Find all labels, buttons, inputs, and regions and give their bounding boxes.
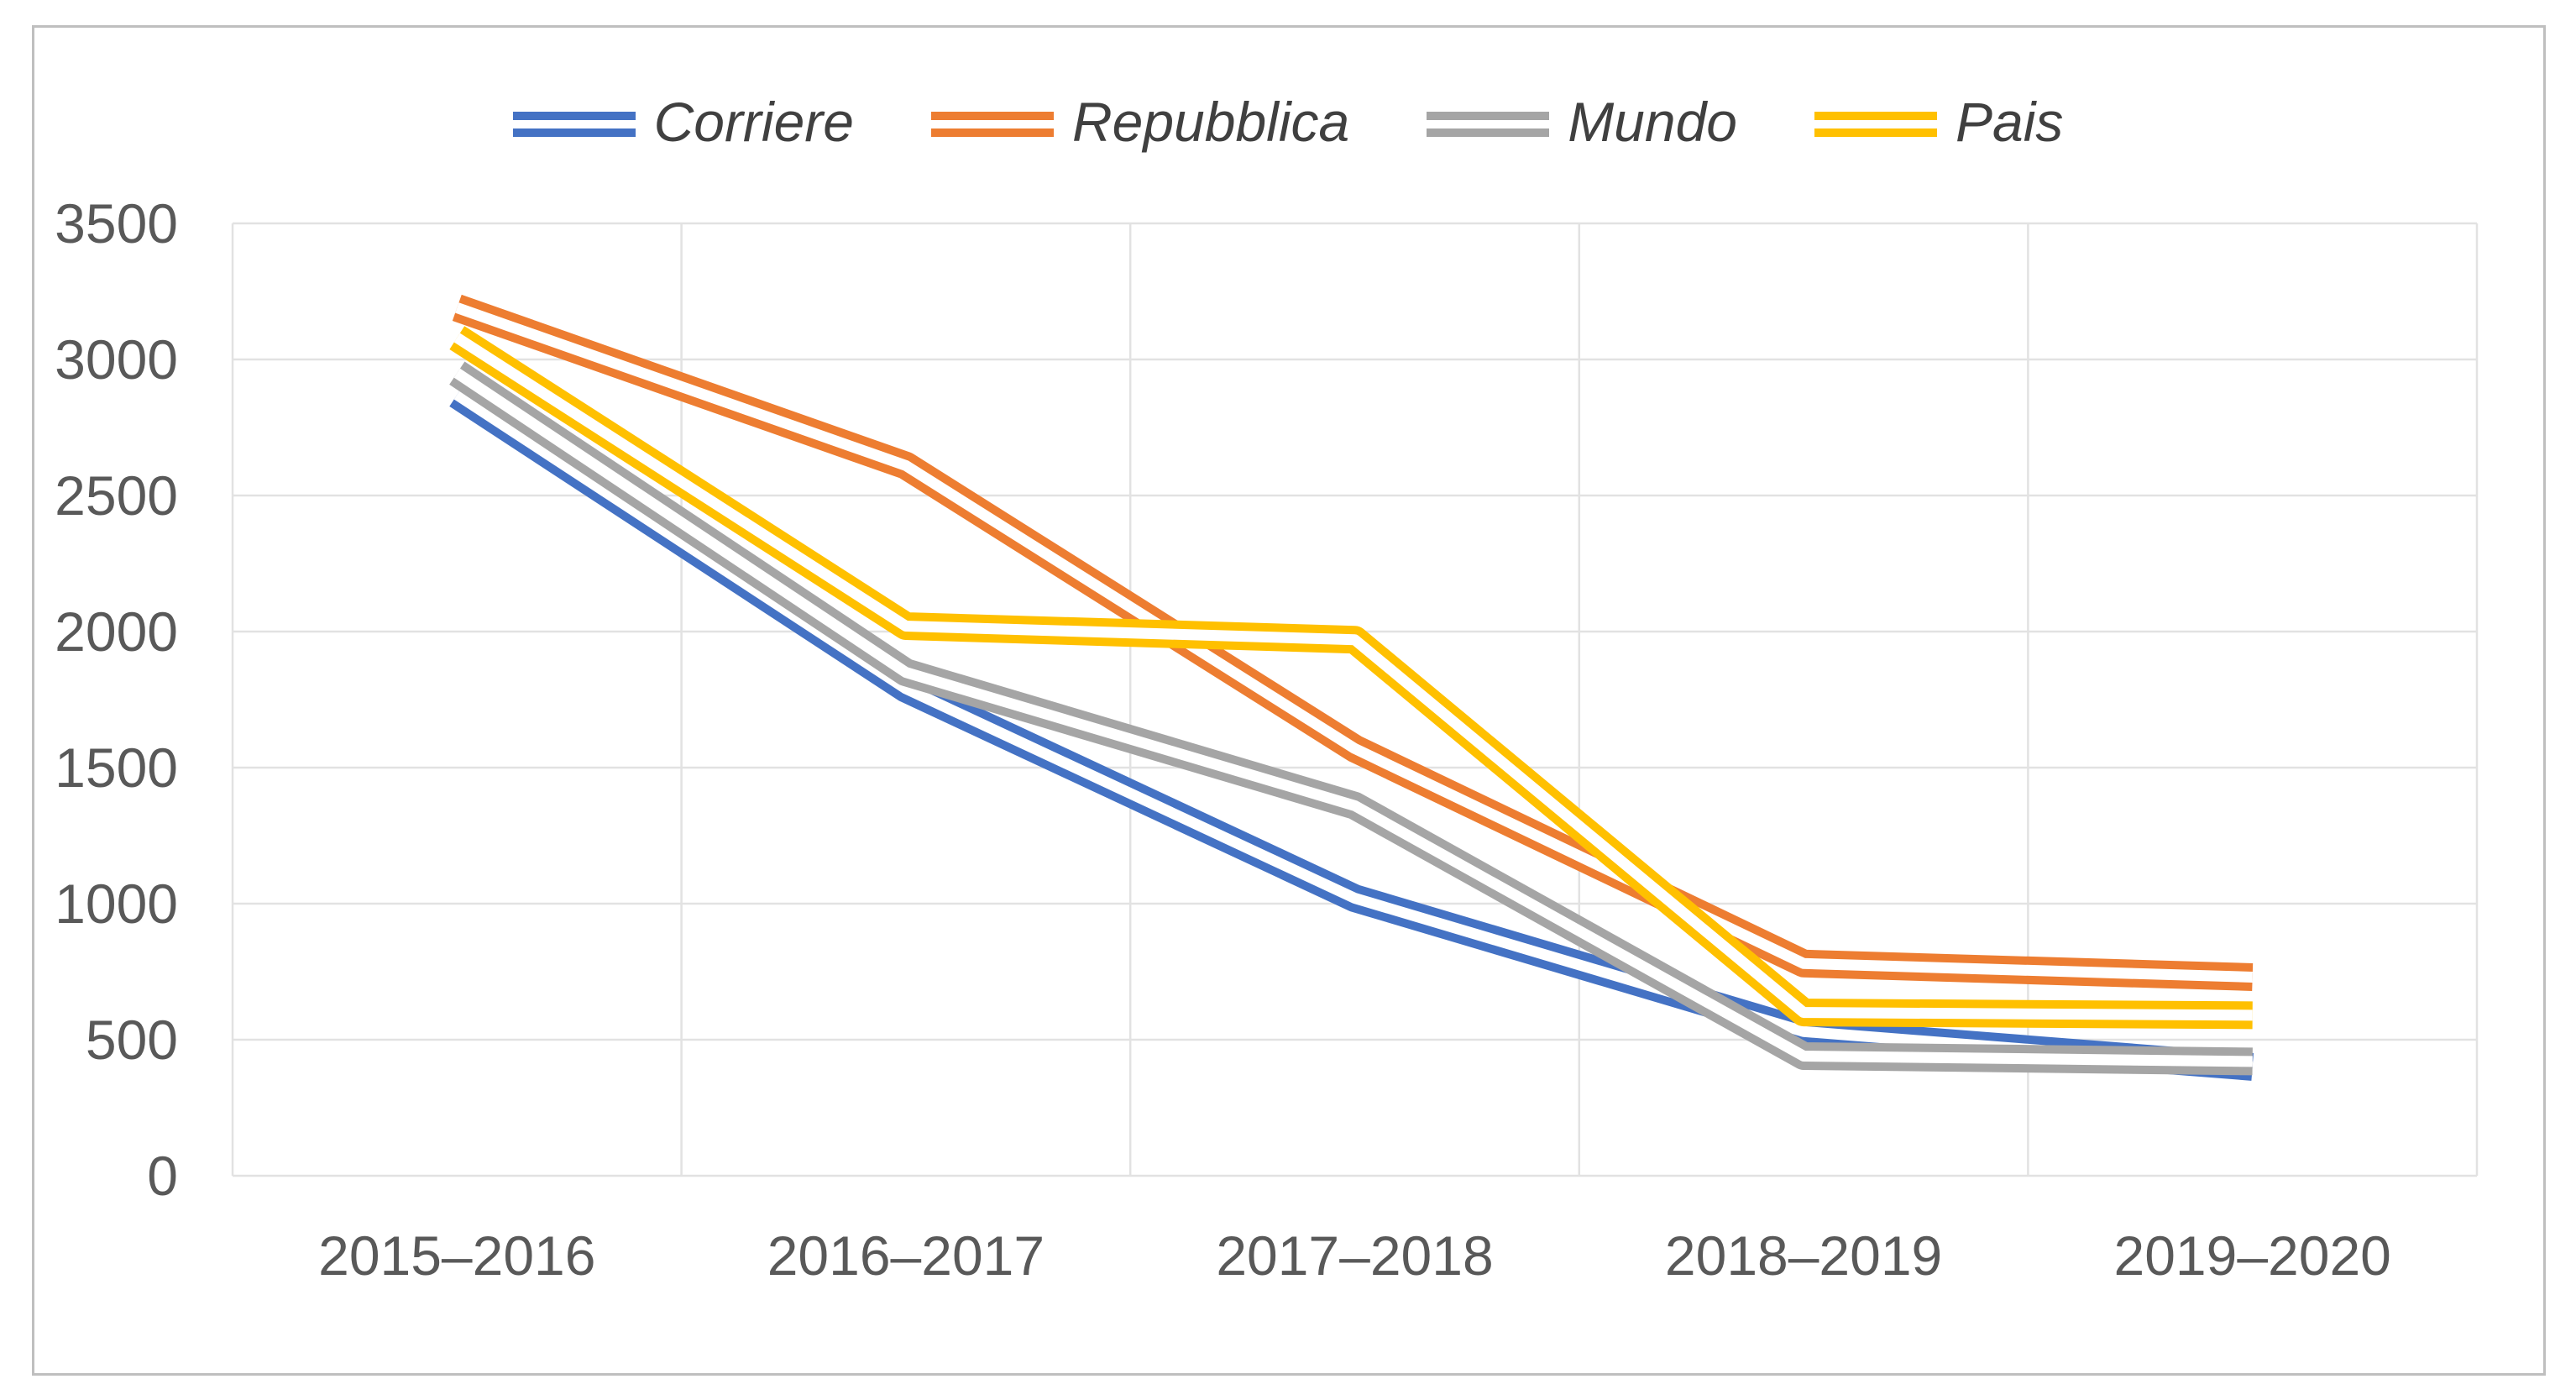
series-inner-white-stroke (455, 302, 2253, 983)
y-axis-tick-label: 1500 (55, 737, 178, 799)
figure-border (32, 25, 2546, 1376)
x-axis-tick-label: 2015–2016 (318, 1224, 595, 1287)
x-axis-labels: 2015–2016 2016–2017 2017–2018 2018–2019 2019… (318, 1224, 2391, 1287)
y-axis-tick-label: 2500 (55, 464, 178, 527)
series-inner-white-stroke (453, 368, 2253, 1067)
y-axis-tick-label: 3000 (55, 328, 178, 391)
series-line-repubblica (452, 294, 2254, 991)
y-axis-tick-label: 1000 (55, 873, 178, 935)
series-inner-white-stroke (453, 333, 2253, 1021)
series-line-mundo (449, 361, 2253, 1076)
x-axis-tick-label: 2016–2017 (767, 1224, 1045, 1287)
y-axis-tick-label: 500 (86, 1009, 178, 1071)
y-axis-labels: 0 500 1000 1500 2000 2500 3000 3500 (55, 192, 178, 1207)
series-line-corriere (449, 383, 2254, 1081)
series-outer-stroke (449, 326, 2253, 1030)
x-axis-tick-label: 2018–2019 (1665, 1224, 1942, 1287)
series-inner-white-stroke (453, 390, 2254, 1072)
series-line-pais (449, 326, 2253, 1030)
gridlines (231, 222, 2479, 1177)
x-axis-tick-label: 2017–2018 (1216, 1224, 1493, 1287)
y-axis-tick-label: 2000 (55, 600, 178, 663)
x-axis-tick-label: 2019–2020 (2114, 1224, 2391, 1287)
y-axis-tick-label: 0 (147, 1145, 178, 1207)
y-axis-tick-label: 3500 (55, 192, 178, 254)
